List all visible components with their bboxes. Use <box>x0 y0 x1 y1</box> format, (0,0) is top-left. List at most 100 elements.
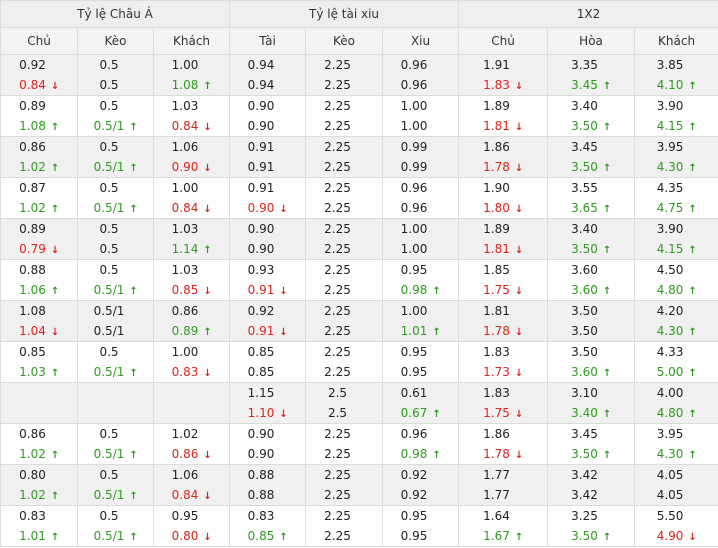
current-odds: 2.25 <box>306 321 382 341</box>
current-odds-value: 0.84 <box>172 488 199 502</box>
opening-odds: 2.25 <box>306 55 382 75</box>
opening-odds: 2.25 <box>306 342 382 362</box>
current-odds: 3.50↑ <box>548 239 634 259</box>
odds-cell-1x2-home: 1.77 1.77 <box>459 465 548 506</box>
current-odds: 1.03↑ <box>1 362 77 382</box>
opening-odds: 0.86 <box>1 424 77 444</box>
current-odds: 0.84 ↓ <box>1 75 77 95</box>
current-odds-value: 0.96 <box>401 78 428 92</box>
current-odds: 3.42 <box>548 485 634 505</box>
arrow-up-icon: ↑ <box>603 446 611 466</box>
opening-odds: 0.93 <box>230 260 305 280</box>
current-odds-value: 1.00 <box>401 119 428 133</box>
current-odds-value: 0.89 <box>172 324 199 338</box>
opening-odds: 0.95 <box>383 342 458 362</box>
current-odds-value: 1.77 <box>483 488 510 502</box>
opening-odds <box>154 383 229 403</box>
opening-odds: 3.45 <box>548 137 634 157</box>
opening-odds: 1.03 <box>154 96 229 116</box>
arrow-up-icon: ↑ <box>515 528 523 548</box>
current-odds-value: 0.5/1 <box>94 447 125 461</box>
current-odds: 4.15↑ <box>635 116 718 136</box>
current-odds-value: 0.5 <box>99 242 118 256</box>
current-odds-value: 0.5/1 <box>94 160 125 174</box>
opening-odds: 3.10 <box>548 383 634 403</box>
arrow-up-icon: ↑ <box>688 77 696 97</box>
opening-odds: 1.89 <box>459 219 547 239</box>
current-odds-value: 0.84 <box>19 78 46 92</box>
current-odds-value: 3.60 <box>571 283 598 297</box>
group-1x2: 1X2 <box>459 1 718 28</box>
opening-odds: 2.25 <box>306 465 382 485</box>
arrow-down-icon: ↓ <box>688 528 696 548</box>
current-odds-value: 1.10 <box>248 406 275 420</box>
opening-odds: 1.00 <box>383 96 458 116</box>
current-odds-value: 0.5/1 <box>94 201 125 215</box>
current-odds: 0.5/1↑ <box>78 362 153 382</box>
arrow-up-icon: ↑ <box>688 118 696 138</box>
current-odds: 0.95 <box>383 526 458 546</box>
opening-odds: 0.96 <box>383 424 458 444</box>
current-odds-value: 1.75 <box>483 283 510 297</box>
current-odds-value: 2.25 <box>324 324 351 338</box>
opening-odds <box>78 383 153 403</box>
current-odds: 0.96 <box>383 198 458 218</box>
arrow-down-icon: ↓ <box>51 77 59 97</box>
group-header-row: Tỷ lệ Châu Á Tỷ lệ tài xiu 1X2 <box>1 1 718 28</box>
current-odds: 4.90↓ <box>635 526 718 546</box>
opening-odds: 0.91 <box>230 137 305 157</box>
col-1x2-home: Chủ <box>459 28 548 55</box>
current-odds-value: 4.30 <box>657 447 684 461</box>
current-odds: 1.02↑ <box>1 444 77 464</box>
current-odds-value: 5.00 <box>657 365 684 379</box>
current-odds: 0.90 <box>230 444 305 464</box>
opening-odds: 3.25 <box>548 506 634 526</box>
current-odds: 1.04↓ <box>1 321 77 341</box>
arrow-up-icon: ↑ <box>603 77 611 97</box>
current-odds-value: 0.67 <box>401 406 428 420</box>
current-odds-value: 0.91 <box>248 324 275 338</box>
current-odds: 1.01↑ <box>1 526 77 546</box>
current-odds: 4.80↑ <box>635 403 718 423</box>
opening-odds: 3.55 <box>548 178 634 198</box>
current-odds-value: 1.06 <box>19 283 46 297</box>
opening-odds: 0.94 <box>230 55 305 75</box>
opening-odds: 2.25 <box>306 137 382 157</box>
opening-odds: 1.77 <box>459 465 547 485</box>
opening-odds: 3.60 <box>548 260 634 280</box>
current-odds-value: 0.95 <box>401 365 428 379</box>
current-odds-value: 0.95 <box>401 529 428 543</box>
current-odds-value: 1.14 <box>172 242 199 256</box>
current-odds-value: 3.50 <box>571 529 598 543</box>
arrow-up-icon: ↑ <box>688 323 696 343</box>
opening-odds: 1.83 <box>459 342 547 362</box>
opening-odds: 1.03 <box>154 260 229 280</box>
current-odds-value: 1.81 <box>483 242 510 256</box>
current-odds-value: 0.5/1 <box>94 283 125 297</box>
current-odds-value: 3.60 <box>571 365 598 379</box>
